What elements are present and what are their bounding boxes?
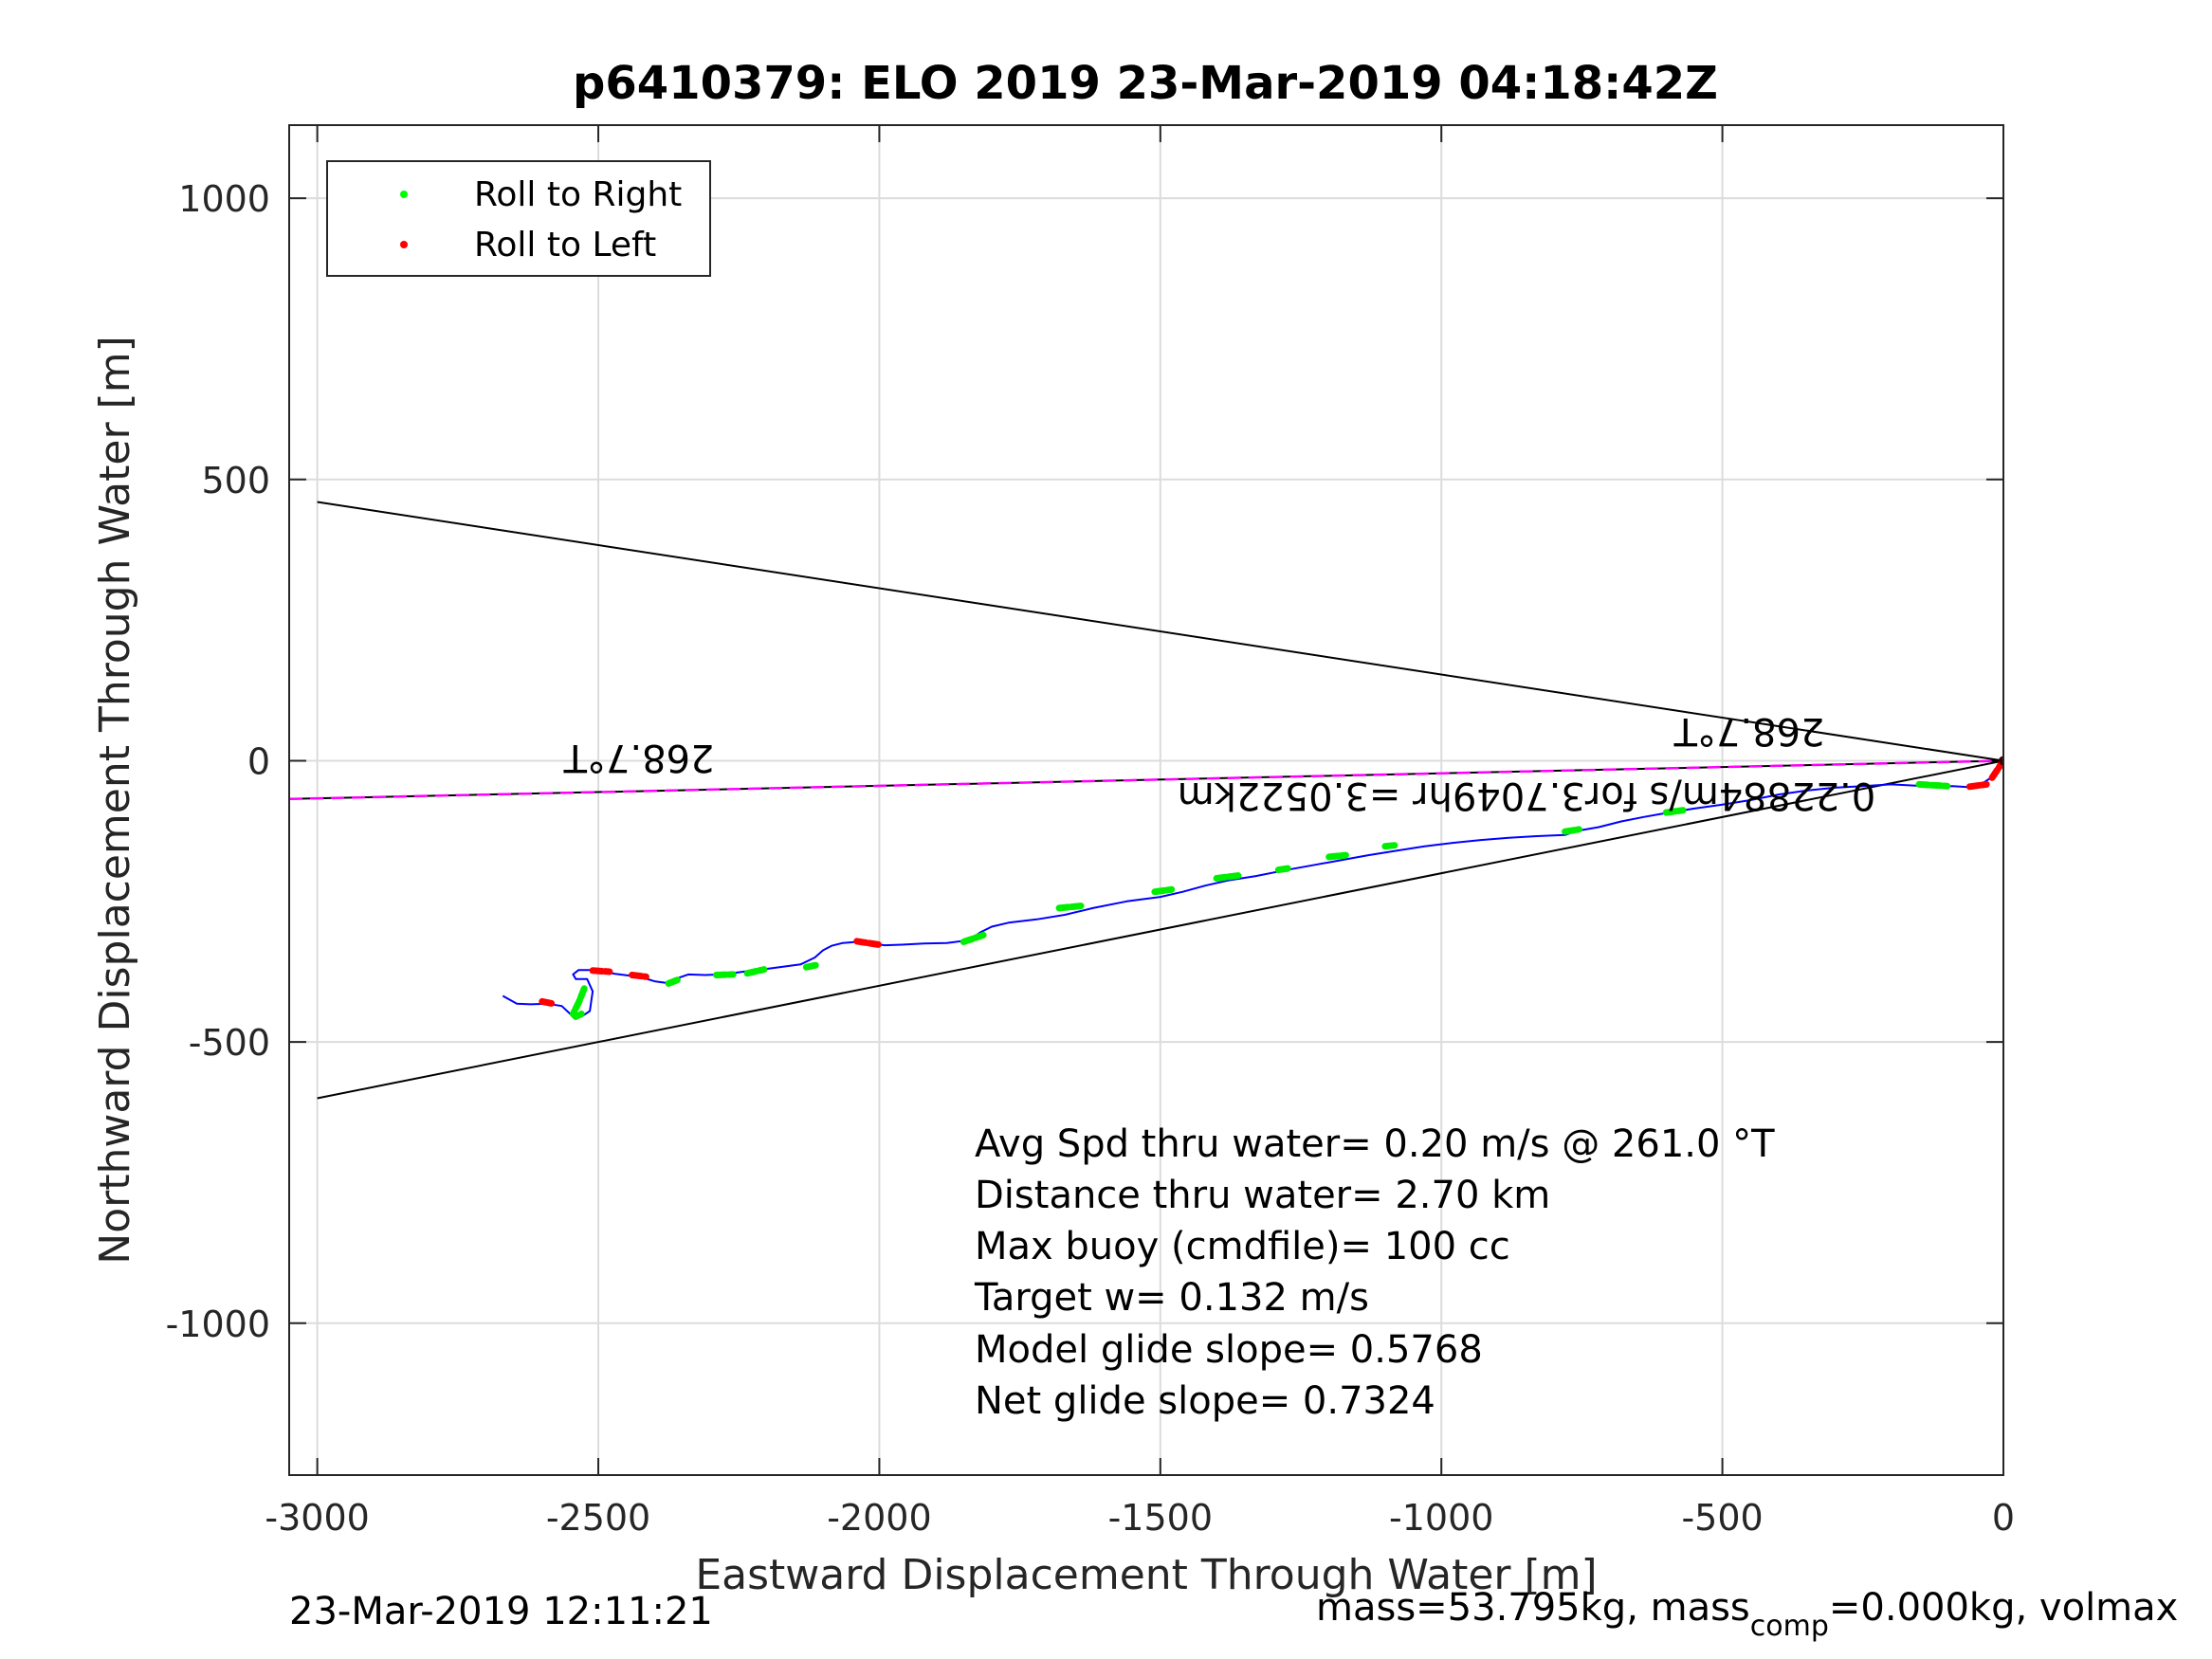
roll-left-segment-0 bbox=[539, 997, 558, 1008]
legend-marker-roll-right bbox=[400, 191, 408, 198]
legend-marker-roll-left bbox=[400, 241, 408, 248]
roll-right-segment-14 bbox=[1915, 780, 1951, 790]
roll-right-segment-0 bbox=[569, 985, 588, 1020]
footer-mass-part1: mass=53.795kg, mass bbox=[1316, 1586, 1750, 1630]
x-tick-label-0: -3000 bbox=[265, 1497, 369, 1539]
y-axis-ticks: -1000 -500 0 500 1000 bbox=[166, 178, 2003, 1345]
roll-left-segment-1 bbox=[589, 967, 613, 975]
annotation-avg-speed: Avg Spd thru water= 0.20 m/s @ 261.0 °T bbox=[975, 1122, 1775, 1166]
roll-right-segment-5 bbox=[960, 931, 987, 945]
reference-line-1 bbox=[317, 759, 2003, 1100]
annotation-target-w: Target w= 0.132 m/s bbox=[974, 1276, 1369, 1320]
roll-right-segment-13 bbox=[1662, 807, 1687, 816]
origin-marker bbox=[1999, 756, 2003, 766]
direction-label-right: 268.7°T bbox=[1673, 709, 1825, 753]
roll-left-segment-2 bbox=[629, 972, 649, 980]
y-axis-label: Northward Displacement Through Water [m] bbox=[91, 336, 139, 1264]
y-tick-label-0: -1000 bbox=[166, 1304, 270, 1345]
roll-right-segment-6 bbox=[1055, 902, 1086, 912]
roll-left-segment-4 bbox=[1965, 780, 1990, 791]
y-tick-label-1: -500 bbox=[189, 1022, 270, 1064]
y-tick-label-4: 1000 bbox=[178, 178, 270, 220]
footer-timestamp: 23-Mar-2019 12:11:21 bbox=[289, 1590, 713, 1633]
x-tick-label-2: -2000 bbox=[827, 1497, 931, 1539]
annotation-model-glide-slope: Model glide slope= 0.5768 bbox=[975, 1328, 1483, 1372]
x-tick-label-5: -500 bbox=[1681, 1497, 1763, 1539]
x-axis-label: Eastward Displacement Through Water [m] bbox=[695, 1551, 1597, 1599]
x-axis-ticks: -3000 -2500 -2000 -1500 -1000 -500 0 bbox=[265, 125, 2015, 1539]
legend: Roll to Right Roll to Left bbox=[326, 160, 711, 277]
roll-left-segment-3 bbox=[853, 938, 883, 948]
legend-label-roll-right: Roll to Right bbox=[474, 175, 682, 214]
roll-right-segment-11 bbox=[1381, 842, 1400, 850]
roll-right-segment-8 bbox=[1213, 872, 1243, 882]
annotation-max-buoy: Max buoy (cmdfile)= 100 cc bbox=[975, 1225, 1510, 1268]
annotation-distance: Distance thru water= 2.70 km bbox=[975, 1174, 1550, 1217]
roll-right-segment-1 bbox=[665, 975, 684, 987]
reference-lines bbox=[289, 501, 2003, 1100]
footer-mass-part2: =0.000kg, volmax bbox=[1829, 1586, 2178, 1630]
direction-label-left: 268.7°T bbox=[563, 736, 715, 779]
reference-line-0 bbox=[317, 501, 2003, 762]
x-tick-label-4: -1000 bbox=[1389, 1497, 1493, 1539]
speed-distance-label: 0.22884m/s for3.7049hr =3.0522km bbox=[1178, 774, 1875, 817]
y-tick-label-3: 500 bbox=[201, 460, 270, 501]
x-tick-label-3: -1500 bbox=[1108, 1497, 1213, 1539]
roll-right-segment-4 bbox=[802, 961, 821, 971]
footer-mass-info: mass=53.795kg, masscomp=0.000kg, volmax bbox=[1316, 1586, 2178, 1643]
reference-line-3 bbox=[289, 759, 2003, 801]
footer-mass-sub: comp bbox=[1750, 1610, 1829, 1643]
y-tick-label-2: 0 bbox=[247, 740, 270, 782]
x-tick-label-6: 0 bbox=[1992, 1497, 2015, 1539]
roll-right-segment-3 bbox=[743, 966, 768, 977]
roll-right-segment-10 bbox=[1325, 851, 1349, 861]
grid bbox=[289, 125, 2004, 1475]
stats-annotation: Avg Spd thru water= 0.20 m/s @ 261.0 °T … bbox=[974, 1122, 1775, 1423]
roll-right-segment-9 bbox=[1274, 865, 1293, 874]
x-tick-label-1: -2500 bbox=[546, 1497, 650, 1539]
roll-markers bbox=[539, 756, 2003, 1020]
legend-box bbox=[326, 160, 711, 277]
plot-frame bbox=[288, 124, 2004, 1476]
legend-label-roll-left: Roll to Left bbox=[474, 226, 656, 264]
annotation-net-glide-slope: Net glide slope= 0.7324 bbox=[975, 1379, 1435, 1423]
plot-area bbox=[289, 125, 2003, 1475]
roll-right-segment-7 bbox=[1151, 885, 1176, 896]
chart-title: p6410379: ELO 2019 23-Mar-2019 04:18:42Z bbox=[573, 57, 1718, 110]
roll-right-segment-12 bbox=[1562, 826, 1582, 835]
